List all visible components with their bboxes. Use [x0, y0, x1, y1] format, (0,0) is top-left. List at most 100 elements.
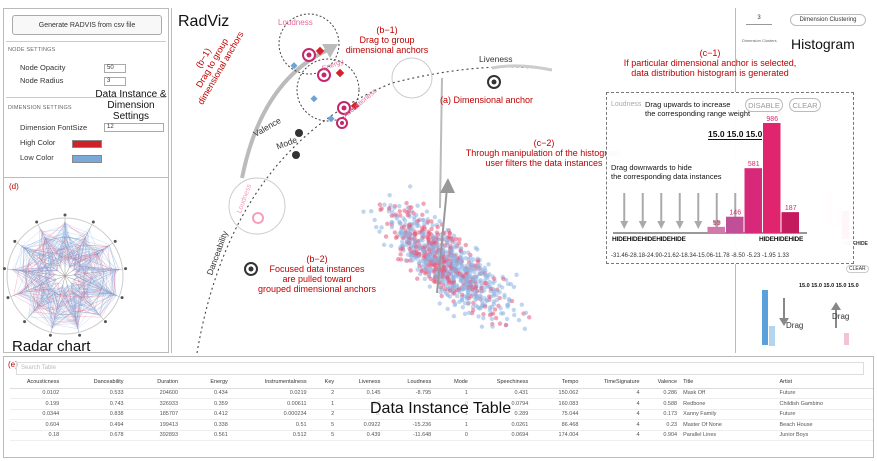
data-point [433, 273, 439, 279]
mini-bar [769, 326, 775, 346]
data-point [404, 200, 409, 206]
anchor-energy[interactable] [317, 68, 331, 82]
table-cell: Beach House [776, 419, 873, 431]
anchor-danceability[interactable] [244, 262, 258, 276]
data-point [501, 276, 506, 282]
table-row[interactable]: 0.18 0.678 392893 0.561 0.512 5 0.439 -11.648 0 0… [10, 430, 873, 441]
data-point [422, 221, 427, 226]
table-header-speechiness[interactable]: Speechiness [470, 377, 532, 389]
table-header-duration[interactable]: Duration [126, 377, 182, 389]
disable-button[interactable]: DISABLE [745, 98, 783, 112]
data-point [522, 326, 528, 332]
histogram-bar[interactable] [726, 216, 744, 233]
data-point [442, 258, 448, 264]
data-point [431, 236, 437, 242]
histogram-bar[interactable] [744, 168, 763, 233]
hide-toggles-right[interactable]: HIDEHIDEHIDE [759, 236, 804, 243]
table-row[interactable]: 0.0102 0.533 204600 0.434 0.0219 2 0.145 -8.795… [10, 388, 873, 399]
mini-hide-labels[interactable]: HIDEHIDE [844, 241, 868, 247]
table-cell: -11.648 [383, 430, 435, 441]
anchor-loudness[interactable] [302, 48, 316, 62]
node-opacity-input[interactable]: 50 [104, 64, 126, 73]
hide-arrowhead [675, 221, 684, 229]
table-cell: 0.199 [10, 398, 63, 410]
radar-series [36, 236, 98, 304]
anchor-mode[interactable] [292, 151, 300, 159]
radar-axis-dot [63, 213, 67, 217]
data-point [479, 299, 485, 304]
table-header-acousticness[interactable]: Acousticness [10, 377, 63, 389]
table-cell: Junior Boys [776, 430, 873, 441]
radviz-canvas [196, 13, 553, 353]
hide-arrowhead [638, 221, 647, 229]
histogram-bar[interactable] [763, 123, 781, 233]
clear-button[interactable]: CLEAR [789, 98, 821, 112]
table-row[interactable]: 0.604 0.494 199413 0.338 0.51 5 0.0922 -15.236 1… [10, 419, 873, 431]
search-table-input[interactable]: Search Table [16, 362, 864, 375]
range-weights[interactable]: 15.0 15.0 15.0 [708, 129, 763, 140]
mini-clear-button[interactable]: CLEAR [846, 265, 869, 273]
table-header-instrumentalness[interactable]: Instrumentalness [230, 377, 310, 389]
node-radius-input[interactable]: 3 [104, 77, 126, 86]
histogram-popup: Loudness Drag upwards to increase the co… [606, 92, 854, 264]
histogram-dimension-title: Loudness [611, 101, 642, 108]
high-color-swatch[interactable] [72, 140, 102, 148]
table-header-danceability[interactable]: Danceability [62, 377, 127, 389]
table-cell: 160.083 [531, 398, 582, 410]
table-cell: 392893 [126, 430, 182, 441]
data-point [445, 238, 450, 243]
histogram-bar[interactable] [707, 226, 726, 233]
table-cell: 0.338 [181, 419, 231, 431]
anchor-liveness[interactable] [487, 75, 501, 89]
data-point [441, 250, 446, 255]
table-cell: 0.431 [470, 388, 532, 399]
annotation-b2: (b−2) Focused data instances are pulled … [257, 254, 377, 294]
cluster-count-input[interactable]: 3 [746, 15, 772, 25]
table-header-artist[interactable]: Artist [776, 377, 873, 389]
anchor-acousticness[interactable] [337, 101, 351, 115]
drag-arrowhead [831, 302, 841, 310]
table-cell: 185707 [126, 409, 182, 420]
histogram-bar[interactable] [781, 212, 800, 233]
data-point [462, 311, 468, 317]
radar-axis-dot [91, 220, 95, 224]
data-point [523, 310, 529, 316]
table-row[interactable]: 0.03440.8381857070.4120.00023420.10.2897… [10, 409, 873, 420]
generate-radvis-button[interactable]: Generate RADVIS from csv file [12, 15, 162, 35]
data-point [516, 317, 522, 323]
font-size-input[interactable]: 12 [104, 123, 164, 132]
data-point [460, 263, 465, 269]
data-point [463, 285, 469, 291]
data-point [462, 300, 468, 306]
data-point [423, 267, 429, 272]
data-point [443, 286, 448, 292]
pull-arrowhead [440, 178, 455, 193]
table-header-loudness[interactable]: Loudness [383, 377, 435, 389]
dimension-clustering-button[interactable]: Dimension Clustering [790, 14, 866, 26]
table-header-energy[interactable]: Energy [181, 377, 231, 389]
hide-toggles-left[interactable]: HIDEHIDEHIDEHIDEHIDE [612, 236, 686, 243]
table-header-liveness[interactable]: Liveness [337, 377, 384, 389]
table-header-key[interactable]: Key [309, 377, 338, 389]
table-header-timesignature[interactable]: TimeSignature [581, 377, 643, 389]
data-point [421, 232, 427, 238]
data-point [467, 274, 473, 279]
data-point [397, 219, 402, 224]
data-point [412, 214, 417, 219]
data-point [413, 244, 419, 250]
data-point [389, 213, 394, 218]
table-header-title[interactable]: Title [680, 377, 777, 389]
table-cell: 0.173 [642, 409, 681, 420]
data-point [473, 245, 478, 251]
data-point [440, 277, 446, 283]
anchor-valence[interactable] [295, 129, 303, 137]
drag-label-up: Drag [832, 312, 850, 321]
table-header-mode[interactable]: Mode [434, 377, 471, 389]
data-point [426, 232, 431, 237]
table-header-tempo[interactable]: Tempo [531, 377, 582, 389]
data-point [392, 205, 397, 210]
anchor-acousticness-2[interactable] [336, 117, 348, 129]
data-point [463, 256, 468, 261]
table-header-valence[interactable]: Valence [642, 377, 681, 389]
low-color-swatch[interactable] [72, 155, 102, 163]
